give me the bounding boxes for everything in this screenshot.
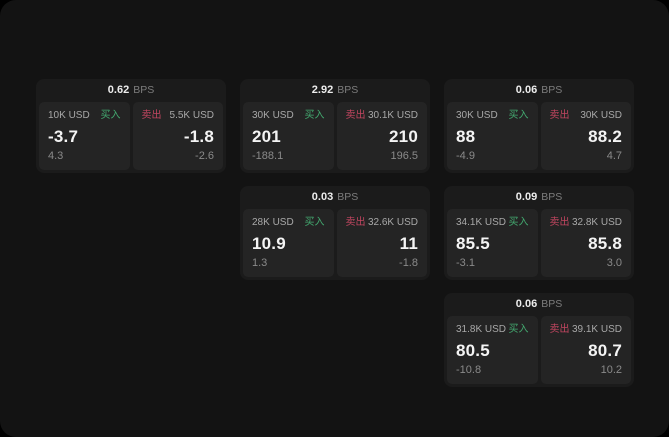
quote-card: 0.09 BPS 34.1K USD 买入 85.5 -3.1 卖出 32.8K… [444,186,634,280]
sell-side-label: 卖出 [549,110,570,121]
spread-value: 0.06 [515,84,538,96]
buy-side-label: 买入 [508,110,529,121]
buy-panel[interactable]: 34.1K USD 买入 85.5 -3.1 [447,209,538,277]
buy-amount: 30K USD [456,110,498,121]
sell-delta: 3.0 [606,257,622,269]
sell-delta: 196.5 [390,150,418,162]
buy-amount: 30K USD [252,110,294,121]
buy-amount: 34.1K USD [456,217,507,228]
buy-delta: -3.1 [456,257,475,269]
sell-amount: 39.1K USD [571,324,622,335]
spread-unit: BPS [337,191,359,203]
buy-price: 80.5 [456,340,490,360]
buy-amount: 28K USD [252,217,294,228]
sell-delta: 10.2 [600,364,622,376]
sell-delta: -1.8 [399,257,418,269]
spread-value: 0.62 [107,84,130,96]
sell-price: 210 [389,126,418,146]
spread-unit: BPS [133,84,155,96]
sell-amount: 30.1K USD [367,110,418,121]
buy-side-label: 买入 [304,110,325,121]
sell-amount: 32.6K USD [367,217,418,228]
buy-delta: 4.3 [48,150,64,162]
sell-amount: 32.8K USD [571,217,622,228]
sell-price: -1.8 [183,126,214,146]
buy-side-label: 买入 [508,324,529,335]
sell-price: 80.7 [588,340,622,360]
sell-price: 11 [399,233,418,253]
spread-unit: BPS [541,298,563,310]
sell-side-label: 卖出 [345,217,366,228]
spread-unit: BPS [337,84,359,96]
buy-side-label: 买入 [304,217,325,228]
sell-amount: 30K USD [580,110,622,121]
buy-panel[interactable]: 10K USD 买入 -3.7 4.3 [39,102,130,170]
buy-panel[interactable]: 30K USD 买入 88 -4.9 [447,102,538,170]
sell-price: 88.2 [588,126,622,146]
buy-panel[interactable]: 31.8K USD 买入 80.5 -10.8 [447,316,538,384]
sell-amount: 5.5K USD [169,110,214,121]
spread-value: 0.03 [311,191,334,203]
sell-panel[interactable]: 卖出 32.8K USD 85.8 3.0 [540,209,631,277]
quote-card: 0.62 BPS 10K USD 买入 -3.7 4.3 卖出 5.5K USD [36,79,226,173]
spread-header: 0.06 BPS [447,293,631,316]
buy-amount: 31.8K USD [456,324,507,335]
buy-panel[interactable]: 30K USD 买入 201 -188.1 [243,102,334,170]
spread-value: 0.09 [515,191,538,203]
sell-panel[interactable]: 卖出 39.1K USD 80.7 10.2 [540,316,631,384]
sell-side-label: 卖出 [549,217,570,228]
sell-delta: -2.6 [195,150,214,162]
sell-side-label: 卖出 [141,110,162,121]
buy-amount: 10K USD [48,110,90,121]
sell-side-label: 卖出 [549,324,570,335]
buy-panel[interactable]: 28K USD 买入 10.9 1.3 [243,209,334,277]
spread-header: 2.92 BPS [243,79,427,102]
buy-side-label: 买入 [100,110,121,121]
sell-delta: 4.7 [606,150,622,162]
buy-delta: 1.3 [252,257,268,269]
sell-panel[interactable]: 卖出 5.5K USD -1.8 -2.6 [132,102,223,170]
sell-price: 85.8 [588,233,622,253]
buy-delta: -4.9 [456,150,475,162]
spread-value: 0.06 [515,298,538,310]
buy-price: 10.9 [252,233,286,253]
buy-price: 88 [456,126,476,146]
spread-unit: BPS [541,84,563,96]
sell-panel[interactable]: 卖出 30K USD 88.2 4.7 [540,102,631,170]
buy-side-label: 买入 [508,217,529,228]
spread-header: 0.09 BPS [447,186,631,209]
quote-card: 0.06 BPS 30K USD 买入 88 -4.9 卖出 30K USD [444,79,634,173]
spread-header: 0.62 BPS [39,79,223,102]
spread-value: 2.92 [311,84,334,96]
buy-price: 85.5 [456,233,490,253]
quote-card: 0.03 BPS 28K USD 买入 10.9 1.3 卖出 32.6K US… [240,186,430,280]
spread-header: 0.03 BPS [243,186,427,209]
buy-price: 201 [252,126,281,146]
quote-card: 0.06 BPS 31.8K USD 买入 80.5 -10.8 卖出 39.1… [444,293,634,387]
buy-delta: -10.8 [456,364,482,376]
spread-header: 0.06 BPS [447,79,631,102]
buy-delta: -188.1 [252,150,284,162]
spread-unit: BPS [541,191,563,203]
buy-price: -3.7 [48,126,79,146]
quote-card: 2.92 BPS 30K USD 买入 201 -188.1 卖出 30.1K … [240,79,430,173]
sell-panel[interactable]: 卖出 32.6K USD 11 -1.8 [336,209,427,277]
sell-panel[interactable]: 卖出 30.1K USD 210 196.5 [336,102,427,170]
sell-side-label: 卖出 [345,110,366,121]
